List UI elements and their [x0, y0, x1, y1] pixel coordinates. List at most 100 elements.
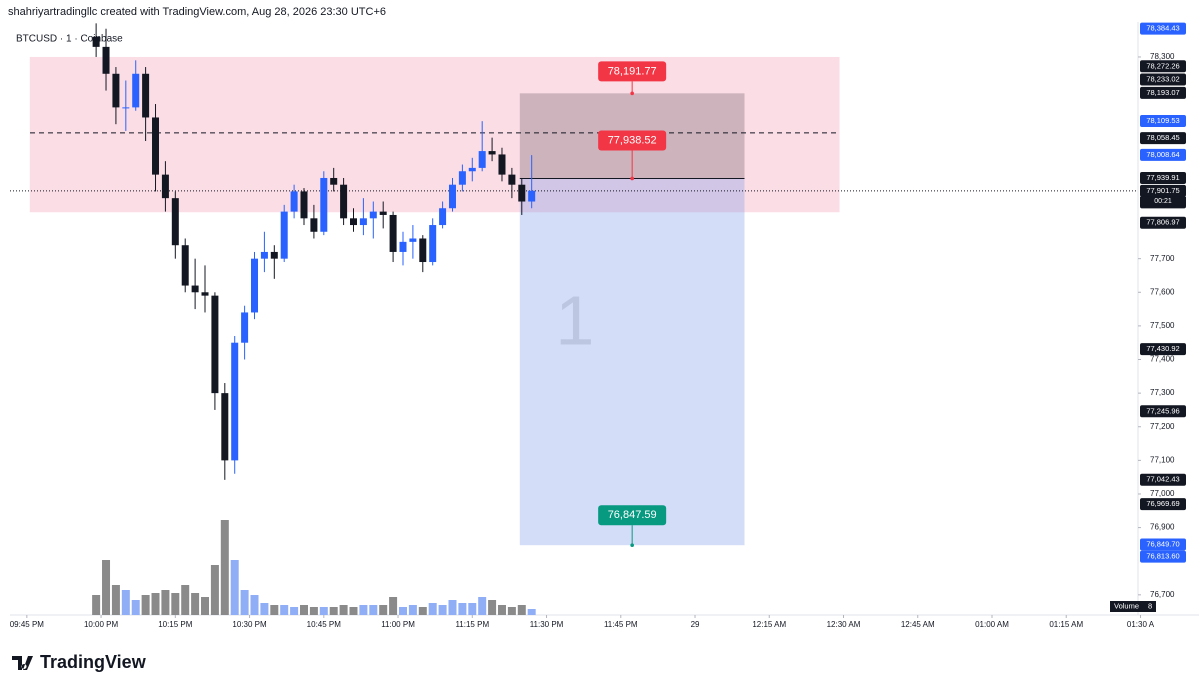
volume-bar [240, 590, 249, 615]
candle-body [152, 117, 160, 175]
price-label-box [598, 505, 667, 526]
price-tag [1140, 73, 1186, 86]
candle-body [498, 154, 506, 175]
candle-body [508, 174, 516, 185]
volume-bar [220, 520, 229, 615]
volume-bar [201, 597, 210, 615]
countdown: 00:21 [1154, 198, 1172, 205]
candle-body [349, 218, 357, 226]
candle-body [429, 225, 437, 263]
y-tick-label: 77,000 [1150, 489, 1175, 498]
x-tick-label: 12:15 AM [752, 620, 786, 629]
candle-body [181, 245, 189, 286]
candle-body [369, 211, 377, 219]
y-tick-label: 76,900 [1150, 523, 1175, 532]
y-tick-label: 77,600 [1150, 287, 1175, 296]
brand: TradingView [40, 652, 147, 672]
volume-bar [408, 605, 417, 615]
price-tag-label: 78,384.43 [1146, 24, 1179, 33]
y-tick-label: 77,400 [1150, 355, 1175, 364]
volume-bar [389, 597, 398, 615]
candle-body [518, 184, 526, 202]
candle-body [191, 285, 199, 293]
volume-bar [111, 585, 120, 615]
volume-bar [379, 605, 388, 615]
volume-bar [329, 607, 338, 615]
price-tag [1140, 22, 1186, 35]
volume-bar [250, 595, 259, 615]
volume-bar [517, 605, 526, 615]
candle-body [201, 292, 209, 296]
volume-bar [191, 593, 200, 615]
x-tick-label: 10:45 PM [307, 620, 342, 629]
volume-bar [488, 600, 497, 615]
price-tag [1140, 343, 1186, 356]
volume-bar [478, 597, 487, 615]
symbol: BTCUSD · 1 · Coinbase [16, 34, 123, 45]
price-tag [1140, 148, 1186, 161]
candle-body [439, 208, 447, 226]
price-tag-label: 77,430.92 [1146, 344, 1179, 353]
price-label: 76,847.59 [608, 509, 657, 521]
price-tag [1140, 498, 1186, 511]
price-tag-label: 78,193.07 [1146, 88, 1179, 97]
candle-body [231, 342, 239, 461]
x-tick-label: 01:15 AM [1049, 620, 1083, 629]
candle-body [448, 184, 456, 209]
candle-body [112, 73, 120, 108]
volume-bar [121, 590, 130, 615]
volume-bar [398, 607, 407, 615]
countdown-box [1140, 196, 1186, 206]
price-label-box [598, 61, 667, 82]
x-tick-label: 10:30 PM [232, 620, 267, 629]
target-area [519, 178, 745, 546]
candle-body [122, 107, 130, 109]
volume-last: 8 [1148, 601, 1152, 610]
price-tag-label: 76,813.60 [1146, 552, 1179, 561]
x-tick-label: 09:45 PM [10, 620, 45, 629]
volume-bar [448, 600, 457, 615]
y-tick-label: 77,300 [1150, 388, 1175, 397]
price-tag-label: 76,849.70 [1146, 539, 1179, 548]
logo [12, 656, 33, 670]
candle-body [458, 171, 466, 185]
price-tag-label: 78,058.45 [1146, 133, 1179, 142]
price-tag [1140, 60, 1186, 73]
price-tag [1140, 216, 1186, 229]
volume-bar [290, 607, 299, 615]
price-tag [1140, 550, 1186, 563]
x-tick-label: 29 [691, 620, 700, 629]
volume-bar [458, 603, 467, 615]
y-tick-label: 77,100 [1150, 455, 1175, 464]
volume-label: Volume [1114, 601, 1139, 610]
x-tick-label: 11:45 PM [604, 620, 638, 629]
x-tick-label: 10:15 PM [158, 620, 193, 629]
price-tag-label: 78,272.26 [1146, 61, 1179, 70]
price-tag-label: 77,806.97 [1146, 218, 1179, 227]
candle-body [270, 251, 278, 259]
price-tag-label: 78,008.64 [1146, 150, 1179, 159]
candle-body [221, 393, 229, 461]
x-tick-label: 01:30 A [1127, 620, 1155, 629]
price-tag [1140, 86, 1186, 99]
candle-body [280, 211, 288, 259]
volume-bar [497, 605, 506, 615]
volume-bar [131, 600, 140, 615]
volume-bar [161, 590, 170, 615]
price-tag [1140, 538, 1186, 551]
candle-body [468, 167, 476, 172]
price-label: 77,938.52 [608, 134, 657, 146]
volume-bar [300, 605, 309, 615]
candle-body [290, 191, 298, 212]
price-tag [1140, 184, 1186, 197]
volume-bar [339, 605, 348, 615]
volume-bar [418, 607, 427, 615]
x-tick-label: 12:45 AM [901, 620, 935, 629]
y-tick-label: 77,700 [1150, 254, 1175, 263]
candle-body [340, 184, 348, 219]
candle-body [389, 214, 397, 252]
volume-bar [151, 593, 160, 615]
price-tag-label: 77,901.75 [1146, 186, 1179, 195]
candle-body [171, 198, 179, 246]
